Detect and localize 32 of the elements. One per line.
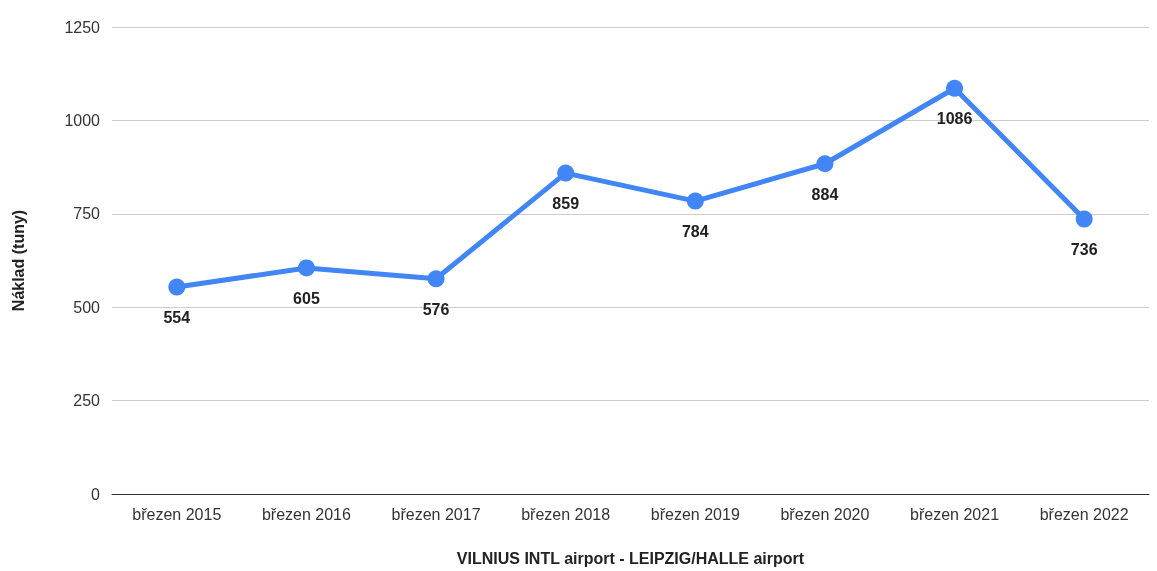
point: [816, 155, 834, 173]
y-tick-label: 1000: [64, 111, 101, 129]
data-label: 784: [681, 223, 709, 241]
x-tick-label: březen 2015: [132, 505, 222, 523]
x-tick-label: březen 2022: [1039, 505, 1129, 523]
y-axis-title: Náklad (tuny): [9, 209, 27, 312]
x-tick-label: březen 2019: [650, 505, 740, 523]
data-label: 576: [422, 300, 450, 318]
point: [1075, 210, 1093, 228]
data-label: 605: [293, 289, 320, 307]
x-axis-title: VILNIUS INTL airport - LEIPZIG/HALLE airport: [456, 549, 805, 567]
data-label: 736: [1070, 241, 1098, 259]
point: [168, 278, 186, 296]
x-tick-label: březen 2016: [261, 505, 352, 523]
point: [427, 270, 445, 288]
point: [946, 79, 964, 97]
data-label: 884: [811, 185, 839, 203]
point: [686, 192, 704, 210]
data-label: 554: [163, 309, 191, 327]
y-tick-label: 250: [73, 392, 101, 410]
data-label: 859: [552, 195, 580, 213]
y-tick-label: 1250: [64, 18, 101, 36]
point: [297, 259, 315, 277]
x-tick-label: březen 2020: [780, 505, 870, 523]
x-tick-label: březen 2018: [521, 505, 611, 523]
x-tick-label: březen 2017: [391, 505, 481, 523]
y-tick-label: 0: [91, 485, 101, 503]
y-tick-label: 500: [73, 298, 101, 316]
point: [557, 164, 575, 182]
y-tick-label: 750: [73, 205, 101, 223]
x-tick-label: březen 2021: [910, 505, 1000, 523]
data-label: 1086: [936, 110, 973, 128]
